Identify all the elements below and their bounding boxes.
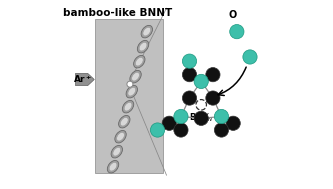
Circle shape [162, 116, 176, 130]
Circle shape [182, 67, 197, 82]
Ellipse shape [124, 102, 132, 111]
Ellipse shape [117, 132, 125, 141]
Circle shape [230, 25, 244, 39]
Ellipse shape [141, 25, 153, 38]
Text: $V_N$: $V_N$ [202, 111, 213, 124]
Circle shape [151, 123, 165, 137]
Circle shape [174, 109, 188, 124]
Text: $\mathbf{Ar^+}$: $\mathbf{Ar^+}$ [73, 74, 92, 85]
Ellipse shape [111, 146, 123, 158]
Ellipse shape [134, 55, 145, 68]
FancyArrow shape [76, 73, 94, 86]
Circle shape [206, 91, 220, 105]
Ellipse shape [132, 72, 140, 81]
Ellipse shape [122, 100, 134, 113]
Circle shape [182, 54, 197, 68]
Ellipse shape [128, 87, 136, 96]
Ellipse shape [137, 40, 149, 53]
Text: B: B [189, 113, 195, 122]
Ellipse shape [115, 130, 126, 143]
Text: O: O [229, 10, 237, 20]
Ellipse shape [119, 115, 130, 128]
Circle shape [127, 81, 133, 87]
Ellipse shape [126, 85, 138, 98]
Text: N: N [178, 125, 185, 134]
Ellipse shape [113, 147, 121, 156]
Bar [95, 19, 163, 173]
Circle shape [194, 111, 208, 125]
Ellipse shape [136, 57, 143, 66]
Ellipse shape [139, 42, 147, 51]
Circle shape [214, 109, 228, 124]
Circle shape [174, 123, 188, 137]
Ellipse shape [143, 27, 151, 36]
Circle shape [214, 123, 228, 137]
Circle shape [196, 100, 206, 110]
Ellipse shape [107, 160, 119, 173]
Text: bamboo-like BNNT: bamboo-like BNNT [63, 8, 172, 18]
Circle shape [226, 116, 240, 130]
Ellipse shape [121, 117, 128, 126]
Circle shape [182, 91, 197, 105]
Circle shape [243, 50, 257, 64]
Ellipse shape [130, 70, 141, 83]
Circle shape [206, 67, 220, 82]
Circle shape [194, 74, 208, 89]
Ellipse shape [109, 162, 117, 171]
